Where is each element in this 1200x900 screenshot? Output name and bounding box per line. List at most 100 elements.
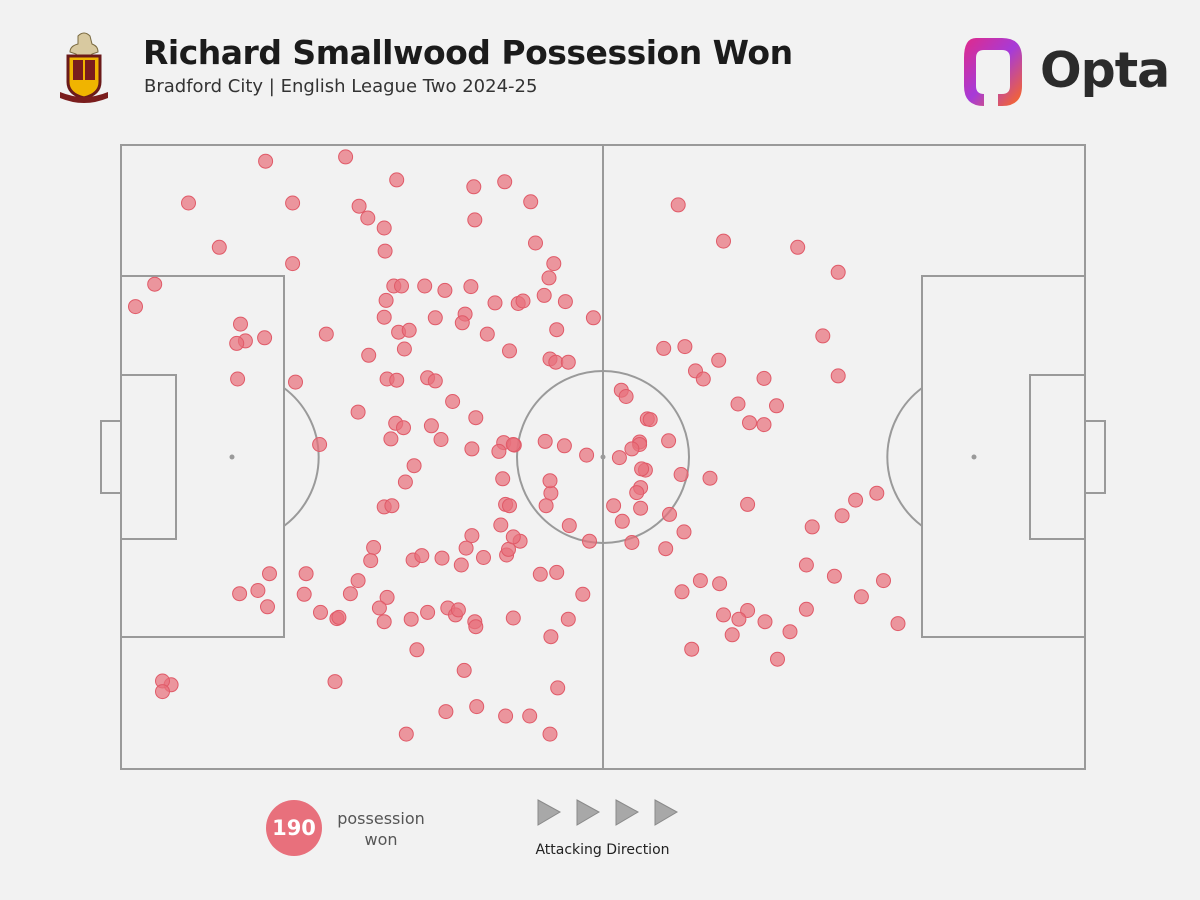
possession-won-point (702, 470, 718, 486)
possession-won-point (542, 473, 558, 489)
possession-won-point (296, 586, 312, 602)
left-six-yard-box (120, 374, 177, 540)
possession-won-point (458, 540, 474, 556)
opta-logo-icon (964, 38, 1022, 106)
possession-won-point (515, 293, 531, 309)
possession-won-point (350, 404, 366, 420)
possession-won-point (361, 347, 377, 363)
possession-won-point (318, 326, 334, 342)
possession-won-point (433, 432, 449, 447)
left-penalty-arc (283, 387, 320, 527)
possession-won-point (579, 447, 595, 463)
possession-won-point (230, 371, 246, 387)
possession-won-point (491, 443, 507, 459)
possession-won-point (757, 614, 773, 630)
right-penalty-area (921, 275, 1086, 638)
possession-won-point (661, 433, 677, 449)
possession-won-point (257, 330, 273, 346)
right-penalty-arc (886, 387, 923, 527)
possession-won-point (445, 394, 461, 409)
possession-won-point (420, 604, 436, 620)
right-goal (1084, 420, 1106, 494)
possession-won-point (575, 586, 591, 602)
possession-won-point (342, 586, 358, 602)
possession-won-point (394, 278, 409, 294)
bradford-city-crest-icon (60, 32, 108, 103)
left-penalty-spot (229, 454, 235, 460)
possession-won-point (403, 611, 419, 627)
possession-won-point (260, 599, 275, 615)
possession-won-point (633, 500, 649, 516)
attacking-direction-label: Attacking Direction (535, 842, 670, 858)
possession-won-point (155, 684, 170, 700)
right-six-yard-box (1029, 374, 1086, 540)
possession-won-points (128, 149, 906, 742)
possession-won-point (453, 557, 469, 573)
possession-won-point (662, 506, 677, 522)
possession-won-point (285, 256, 301, 272)
possession-won-point (401, 322, 417, 338)
possession-won-point (468, 410, 484, 426)
possession-won-point (427, 373, 443, 389)
possession-won-point (383, 431, 399, 447)
possession-won-point (467, 212, 483, 228)
possession-won-point (366, 540, 382, 555)
possession-won-point (434, 550, 450, 566)
possession-won-point (463, 279, 479, 295)
possession-won-point (406, 458, 422, 474)
possession-won-point (561, 518, 577, 534)
possession-won-point (298, 566, 314, 582)
possession-won-point (536, 287, 552, 303)
possession-won-point (557, 294, 573, 310)
possession-won-point (711, 352, 727, 368)
possession-won-point (528, 235, 543, 251)
possession-won-point (656, 340, 672, 356)
possession-won-point (427, 310, 443, 326)
possession-count-label: possession won (336, 808, 426, 850)
possession-won-point (549, 322, 565, 338)
possession-won-point (673, 467, 689, 482)
possession-won-point (642, 412, 658, 428)
possession-won-point (423, 418, 439, 434)
possession-won-point (606, 498, 622, 514)
possession-won-point (890, 616, 906, 632)
possession-won-point (487, 295, 503, 311)
possession-won-point (479, 326, 495, 342)
possession-won-point (501, 541, 516, 557)
possession-won-point (541, 270, 557, 286)
center-spot (600, 454, 606, 460)
possession-won-point (716, 233, 731, 249)
possession-won-point (522, 708, 538, 724)
possession-won-point (505, 529, 521, 545)
possession-won-point (543, 485, 559, 501)
possession-won-point (505, 437, 521, 452)
possession-won-point (495, 471, 511, 487)
possession-won-point (523, 194, 539, 210)
possession-won-point (211, 239, 227, 255)
possession-won-point (830, 264, 846, 280)
possession-won-point (232, 586, 248, 602)
possession-won-point (454, 315, 470, 331)
possession-won-point (384, 498, 400, 514)
possession-won-point (815, 328, 831, 344)
possession-won-point (437, 282, 453, 298)
possession-won-point (338, 149, 354, 165)
possession-won-point (676, 524, 692, 540)
possession-won-point (848, 492, 864, 508)
possession-won-point (258, 153, 274, 169)
possession-won-point (582, 533, 597, 549)
possession-won-point (692, 573, 708, 589)
possession-won-point (611, 450, 627, 466)
possession-won-point (396, 420, 411, 436)
possession-won-point (417, 278, 433, 294)
possession-won-point (876, 573, 891, 589)
possession-won-point (782, 624, 798, 640)
possession-won-point (756, 417, 772, 433)
possession-won-point (542, 726, 558, 742)
possession-won-point (798, 557, 814, 573)
possession-won-point (740, 496, 756, 512)
possession-won-point (670, 197, 686, 213)
possession-won-point (493, 517, 509, 533)
possession-won-point (469, 699, 485, 715)
possession-won-point (731, 611, 747, 627)
